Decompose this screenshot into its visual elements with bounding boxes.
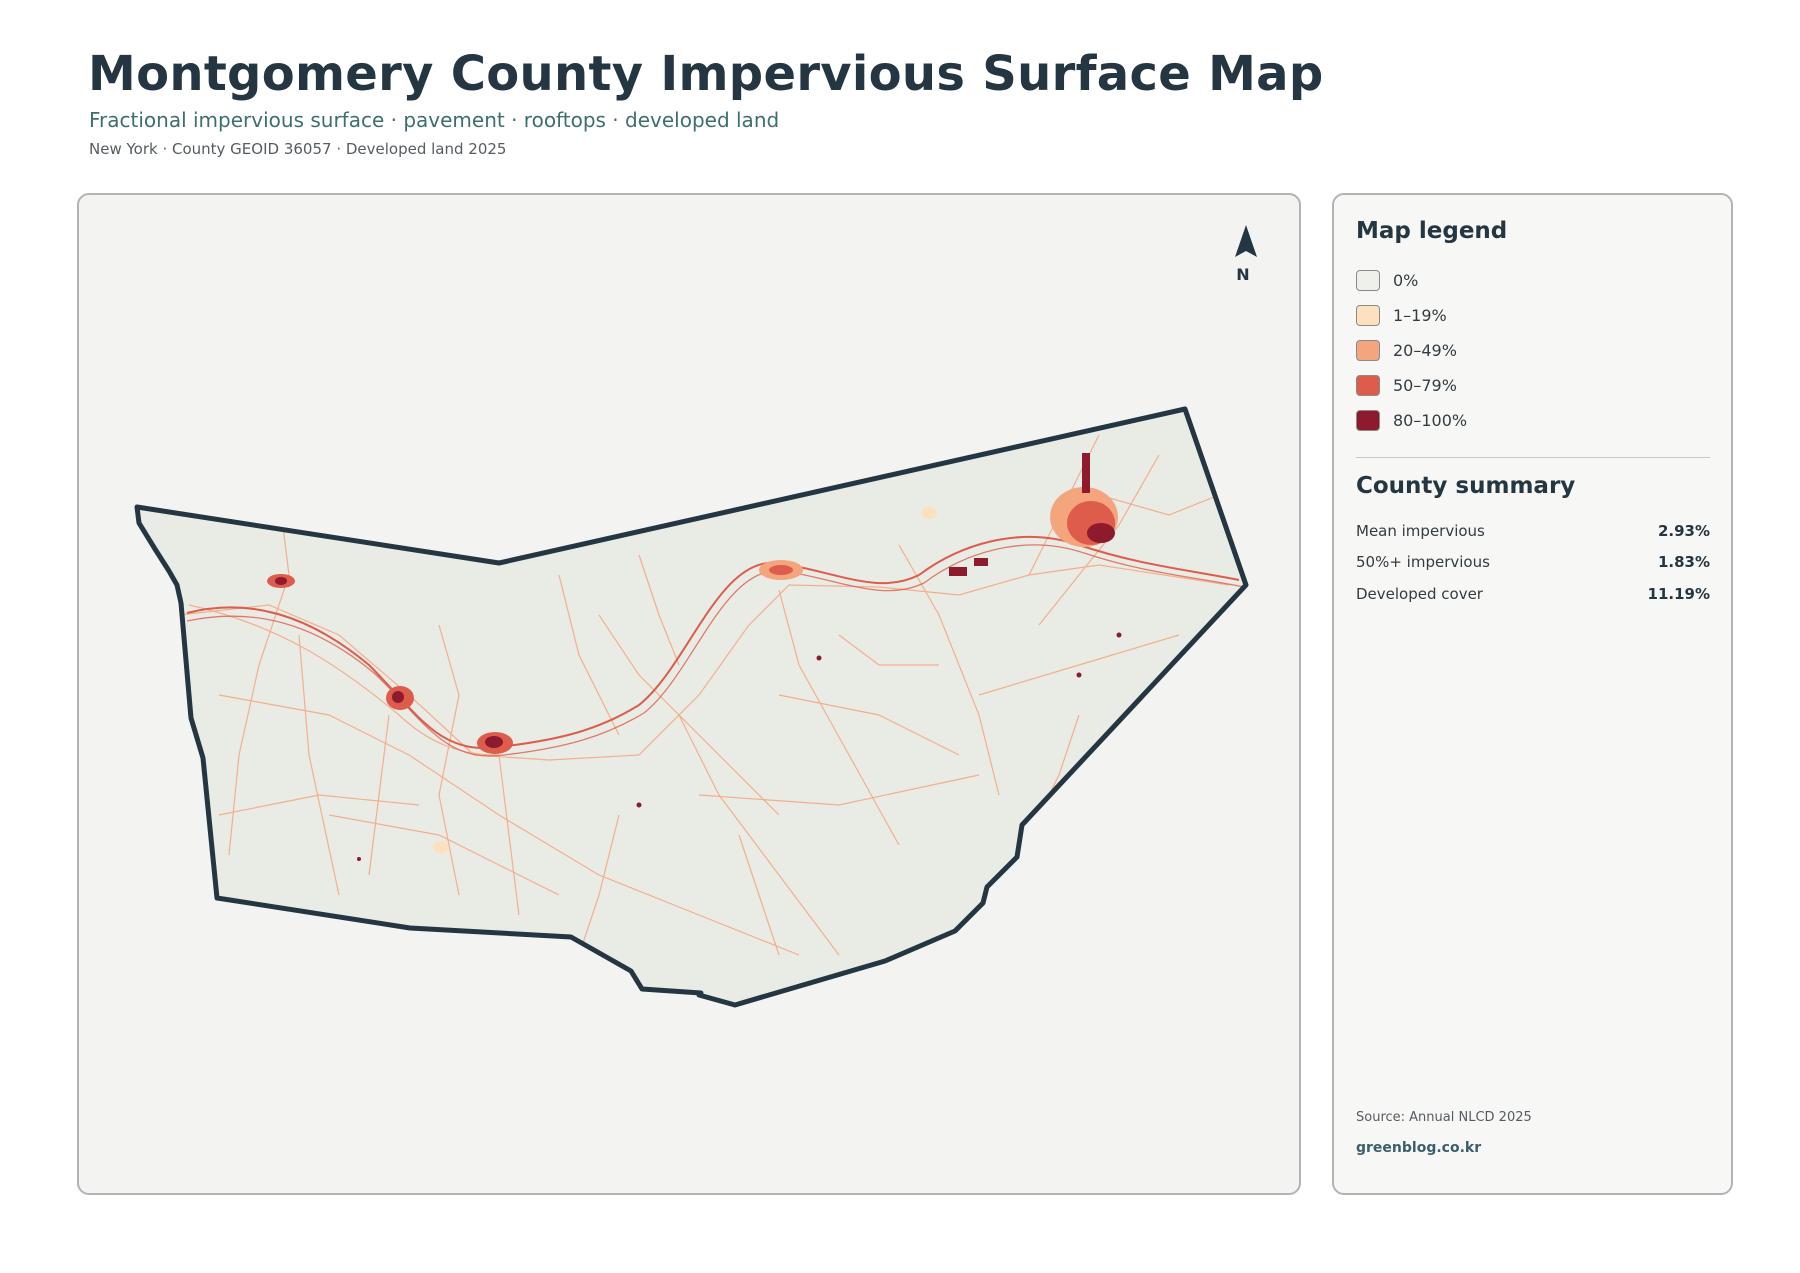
- summary-value: 2.93%: [1657, 521, 1710, 540]
- page-meta: New York · County GEOID 36057 · Develope…: [89, 140, 507, 158]
- legend-label: 80–100%: [1393, 411, 1468, 430]
- summary-title: County summary: [1356, 473, 1576, 499]
- legend-label: 0%: [1393, 271, 1419, 290]
- summary-row: Mean impervious 2.93%: [1356, 515, 1710, 547]
- legend-item: 1–19%: [1356, 298, 1696, 333]
- legend-item: 20–49%: [1356, 333, 1696, 368]
- county-map[interactable]: [79, 195, 1301, 1195]
- source-note: Source: Annual NLCD 2025: [1356, 1110, 1532, 1125]
- site-link[interactable]: greenblog.co.kr: [1356, 1140, 1482, 1156]
- north-label: N: [1236, 265, 1250, 284]
- road-network: [178, 434, 1245, 956]
- summary-label: Developed cover: [1356, 584, 1483, 603]
- legend-swatch: [1356, 270, 1380, 291]
- legend-item: 0%: [1356, 263, 1696, 298]
- summary-row: 50%+ impervious 1.83%: [1356, 547, 1710, 579]
- legend-panel: Map legend 0% 1–19% 20–49% 50–79% 80–100…: [1332, 193, 1733, 1195]
- summary-list: Mean impervious 2.93% 50%+ impervious 1.…: [1356, 515, 1710, 610]
- legend-title: Map legend: [1356, 218, 1508, 244]
- map-panel[interactable]: N: [77, 193, 1301, 1195]
- legend-item: 50–79%: [1356, 368, 1696, 403]
- legend-swatch: [1356, 375, 1380, 396]
- page-subtitle: Fractional impervious surface · pavement…: [89, 108, 780, 132]
- legend-swatch: [1356, 305, 1380, 326]
- legend-label: 1–19%: [1393, 306, 1447, 325]
- legend-divider: [1356, 457, 1710, 458]
- summary-value: 11.19%: [1647, 584, 1710, 603]
- summary-row: Developed cover 11.19%: [1356, 578, 1710, 610]
- legend-swatch: [1356, 410, 1380, 431]
- summary-value: 1.83%: [1657, 553, 1710, 572]
- urban-areas: [267, 453, 1122, 861]
- legend-label: 50–79%: [1393, 376, 1457, 395]
- summary-label: Mean impervious: [1356, 521, 1485, 540]
- page-title: Montgomery County Impervious Surface Map: [88, 46, 1324, 102]
- legend-item: 80–100%: [1356, 403, 1696, 438]
- county-boundary: [134, 406, 1249, 1008]
- legend-swatch: [1356, 340, 1380, 361]
- summary-label: 50%+ impervious: [1356, 553, 1490, 572]
- legend-list: 0% 1–19% 20–49% 50–79% 80–100%: [1356, 263, 1696, 438]
- legend-label: 20–49%: [1393, 341, 1457, 360]
- north-arrow-icon: [1235, 225, 1257, 257]
